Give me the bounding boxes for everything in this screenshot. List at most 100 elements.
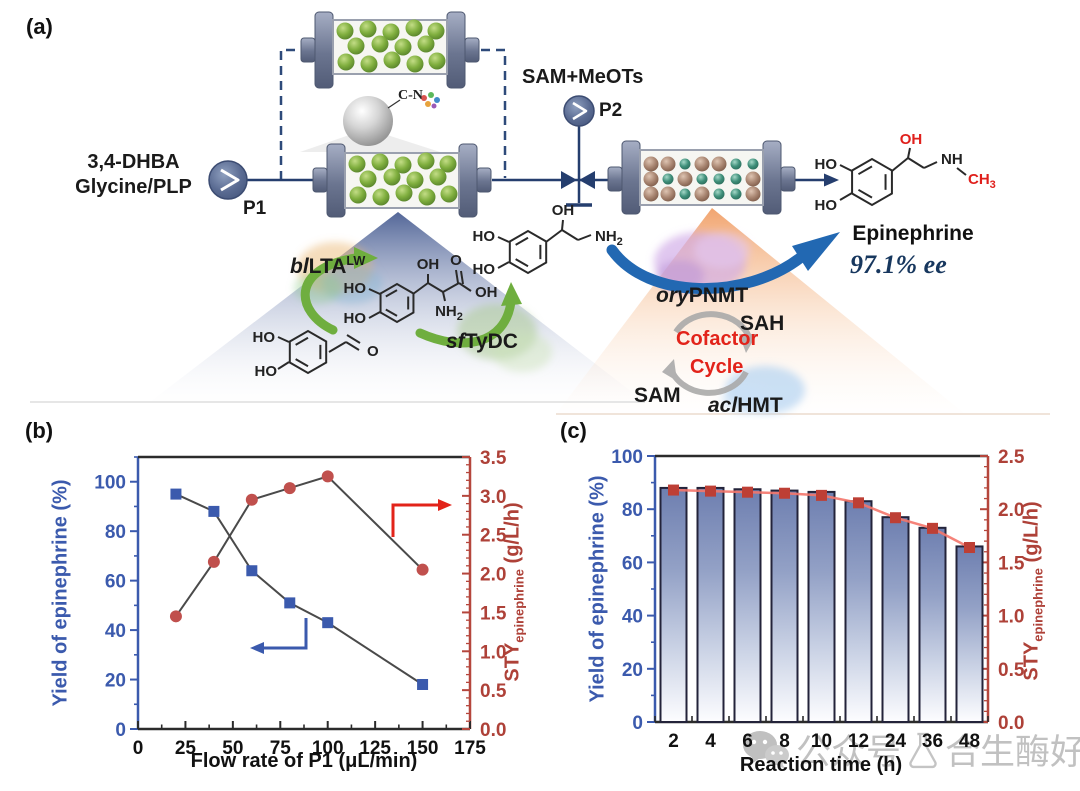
bar [770,489,799,723]
pump2-feed-label: SAM+MeOTs [522,66,644,88]
tick-label: 60 [105,572,126,593]
benzene-ring [288,329,328,375]
ylabel-text: Yield of epinephrine (%) [586,475,609,703]
tick-label: 40 [105,621,126,642]
enzyme-bead-green [360,55,378,73]
left-axis-pointer-arrow [264,618,308,650]
tick-label: 1.0 [998,607,1024,628]
tick-label: 0.0 [998,713,1024,734]
enzyme-bead-green [427,22,445,40]
tick-label: 20 [622,660,643,681]
enzyme-bead-brown [660,156,676,172]
reactor-cap [446,11,466,89]
enzyme-bead-green [336,22,354,40]
tick-label: 100 [312,738,344,759]
atom-label: OH [417,256,440,273]
enzyme-bead-green [394,38,412,56]
enzyme-prefix: ory [656,284,689,307]
tick-label: 8 [779,731,790,752]
bar [881,516,910,724]
reactor-cap [326,143,346,218]
marker-square [417,678,429,690]
enzyme-bead-green [440,185,458,203]
xlabel-text: Reaction time (h) [739,754,903,776]
spotlight-orange [556,208,965,414]
bar [659,486,688,723]
watermark-name: 合生酶好 [945,733,1080,772]
tick-label: 0.5 [998,660,1025,681]
tick-label: 100 [611,447,643,468]
marker-square [284,597,296,609]
enzyme-bead-green [394,156,412,174]
sah-label: SAH [740,312,785,335]
tick-label: 75 [270,738,292,759]
benzene-ring [508,229,548,275]
marker-circle [169,610,182,623]
enzyme-bead-green [359,20,377,38]
enzyme-bead-green [349,186,367,204]
tick-label: 1.5 [998,553,1025,574]
enzyme-bead-teal [730,158,742,170]
ylabel-rest: (g/L/h) [501,502,524,570]
marker-square [322,617,334,629]
flask-icon [909,732,937,768]
tick-label: 150 [407,738,439,759]
reactor-nub [312,167,328,193]
tick-label: 125 [359,738,391,759]
marker-square [816,489,827,501]
series-line [175,475,424,617]
reactor-cap [458,143,478,218]
tick-label: 0 [632,713,643,734]
enzyme-bead-green [405,19,423,37]
enzyme-label-lta: blLTALW [290,254,365,279]
pump-chevron-icon [220,168,240,192]
marker-square [779,487,790,499]
pump1-label: P1 [243,198,267,219]
reactor-cap [762,140,782,215]
enzyme-bead-green [348,155,366,173]
feed-label: 3,4-DHBA Glycine/PLP [56,150,211,200]
atom-label: NH2 [435,303,463,323]
tick-label: 2.5 [480,526,507,547]
tick-label: 3.0 [480,487,506,508]
panel-b-label: (b) [25,418,54,443]
tick-label: 0.0 [480,720,506,741]
bar [955,545,984,723]
bar [696,486,725,723]
enzyme-bead-green [372,188,390,206]
atom-label: OH [475,284,498,301]
reactor-cap [314,11,334,89]
wechat-icon [743,730,789,769]
enzyme-bead-green [371,153,389,171]
marker-square [964,542,975,554]
marker-circle [416,563,429,576]
cofactor-label-line1: Cofactor [676,328,759,350]
enzyme-prefix: acl [708,394,738,417]
yield-bars [659,486,984,724]
atom-label: O [367,343,379,360]
marker-circle [321,470,334,483]
tick-label: 1.5 [480,603,507,624]
enzyme-bead-green [406,55,424,73]
tick-label: 36 [922,731,943,752]
enzyme-bead-green [371,35,389,53]
panel-c-label: (c) [560,418,587,443]
feed-line2: Glycine/PLP [75,176,192,198]
enzyme-name: LTA [308,255,347,278]
marker-square [170,488,182,500]
enzyme-bead-green [383,168,401,186]
enzyme-bead-green [395,184,413,202]
enzyme-bead-green [347,37,365,55]
tick-label: 2 [668,731,679,752]
enzyme-sup: LW [346,254,366,268]
chart-b-ylabel-left: Yield of epinephrine (%) [50,479,73,706]
enzyme-bead-green [382,23,400,41]
reactor-cap [621,140,641,215]
sam-label: SAM [634,384,681,407]
tick-label: 24 [885,731,907,752]
tick-label: 6 [742,731,753,752]
tick-label: 4 [705,731,716,752]
